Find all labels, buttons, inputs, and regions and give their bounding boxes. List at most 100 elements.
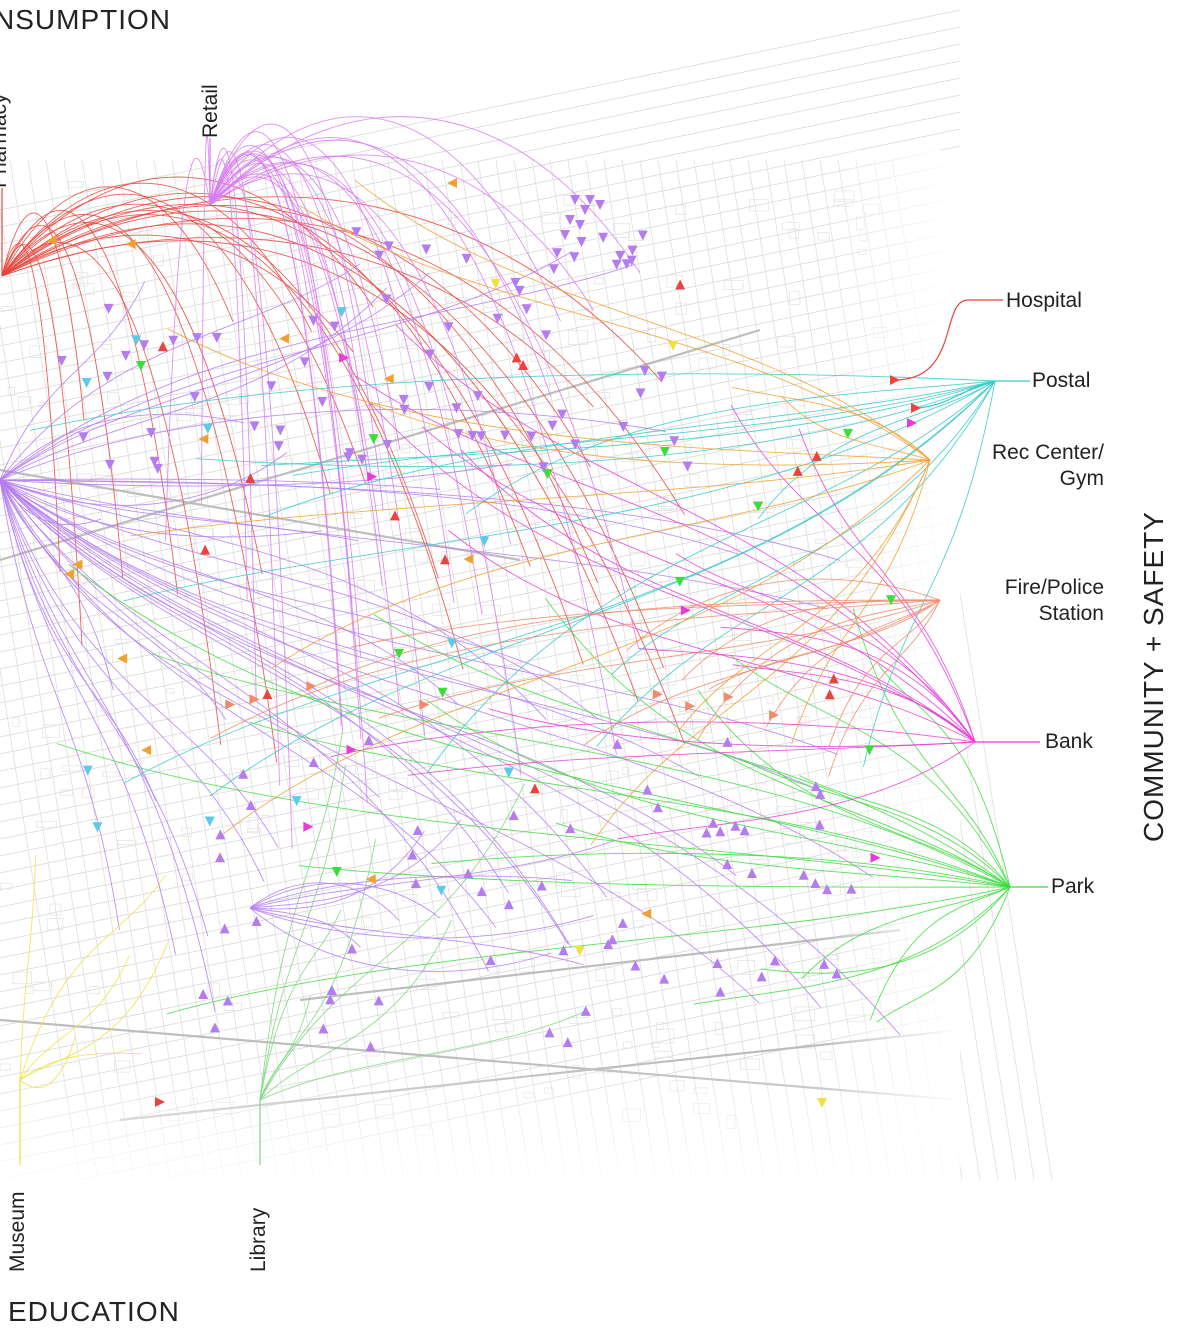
park-link xyxy=(876,886,1011,1023)
highway-line xyxy=(0,328,761,562)
building-outline xyxy=(753,502,775,513)
building-outline xyxy=(675,302,687,315)
building-outline xyxy=(312,570,327,581)
retail-marker xyxy=(485,954,496,965)
museum-link xyxy=(19,874,166,1081)
museum-link xyxy=(19,942,169,1081)
postal-marker xyxy=(479,536,490,547)
street-line xyxy=(0,638,961,840)
street-line xyxy=(621,159,783,1181)
building-outline xyxy=(613,223,630,238)
building-outline xyxy=(795,1034,815,1049)
building-outline xyxy=(749,199,769,212)
retail-marker xyxy=(722,859,733,870)
retail-link xyxy=(249,907,584,966)
retail-link xyxy=(249,907,594,939)
building-outline xyxy=(79,575,88,583)
street-line xyxy=(0,281,961,483)
postal-marker xyxy=(81,377,92,388)
park-marker xyxy=(394,648,405,659)
building-outline xyxy=(0,882,13,890)
pharmacy-link xyxy=(1,242,222,745)
bank-marker xyxy=(907,418,917,428)
building-outline xyxy=(530,349,550,362)
building-outline xyxy=(49,903,62,916)
pharmacy-link xyxy=(1,196,663,383)
rec-center-link xyxy=(354,179,931,461)
rec-center-link xyxy=(781,395,931,461)
retail-marker xyxy=(191,333,202,344)
rec-center-marker xyxy=(46,235,57,246)
retail-marker xyxy=(222,995,233,1006)
building-outline xyxy=(360,917,373,928)
street-line xyxy=(0,213,961,415)
retail-marker xyxy=(618,421,629,432)
building-outline xyxy=(495,1023,515,1033)
retail-marker xyxy=(453,429,464,440)
retail-link xyxy=(209,155,640,649)
postal-link xyxy=(265,380,996,517)
building-outline xyxy=(401,444,411,454)
retail-link xyxy=(209,163,368,472)
building-outline xyxy=(666,274,683,288)
fire-police-marker xyxy=(306,681,317,692)
street-line xyxy=(207,159,369,1181)
retail-marker xyxy=(245,799,256,810)
street-line xyxy=(531,159,693,1181)
retail-marker xyxy=(492,313,503,324)
pharmacy-link xyxy=(1,240,685,744)
retail-link xyxy=(209,136,455,604)
building-outline xyxy=(42,724,60,738)
pharmacy-marker xyxy=(157,341,168,352)
legend-library: Library xyxy=(247,1207,270,1272)
rec-center-marker xyxy=(117,653,128,664)
rec-center-link xyxy=(679,459,931,730)
building-outline xyxy=(650,704,661,715)
building-outline xyxy=(153,254,164,266)
legend-hospital: Hospital xyxy=(1006,289,1082,312)
retail-marker xyxy=(722,736,733,747)
retail-marker xyxy=(476,431,487,442)
retail-marker xyxy=(580,205,590,215)
legend-fire-police: Fire/Police Station xyxy=(1005,575,1104,628)
street-line xyxy=(0,437,117,1181)
library-link xyxy=(259,1010,586,1101)
retail-marker xyxy=(407,849,418,860)
legend-rec-center: Rec Center/ Gym xyxy=(992,440,1104,493)
park-link xyxy=(545,598,1011,888)
building-outline xyxy=(760,832,776,840)
retail-link xyxy=(209,144,310,309)
street-line xyxy=(0,667,81,1181)
retail-link xyxy=(209,154,594,311)
building-outline xyxy=(622,767,630,775)
highway-line xyxy=(0,468,521,562)
retail-marker xyxy=(343,452,354,463)
rec-center-marker xyxy=(463,554,474,565)
retail-marker xyxy=(558,945,569,956)
retail-marker xyxy=(56,355,67,366)
retail-link xyxy=(0,451,288,506)
pharmacy-marker xyxy=(792,465,803,476)
retail-marker xyxy=(701,827,712,838)
retail-link xyxy=(0,479,901,1036)
street-line xyxy=(0,94,961,296)
retail-link xyxy=(0,479,509,894)
retail-marker xyxy=(536,880,547,891)
building-outline xyxy=(299,788,319,800)
retail-marker xyxy=(626,255,637,266)
street-line xyxy=(135,159,297,1181)
retail-link xyxy=(165,158,211,542)
fire-police-link xyxy=(828,599,941,747)
retail-marker xyxy=(637,230,648,241)
park-marker xyxy=(331,867,342,878)
street-line xyxy=(81,159,243,1181)
building-outline xyxy=(632,920,644,928)
street-line xyxy=(117,159,279,1181)
retail-marker xyxy=(238,768,249,779)
retail-link xyxy=(249,882,400,921)
street-line xyxy=(171,159,333,1181)
building-outline xyxy=(651,1041,659,1048)
street-line xyxy=(0,757,961,959)
retail-marker xyxy=(325,994,336,1005)
